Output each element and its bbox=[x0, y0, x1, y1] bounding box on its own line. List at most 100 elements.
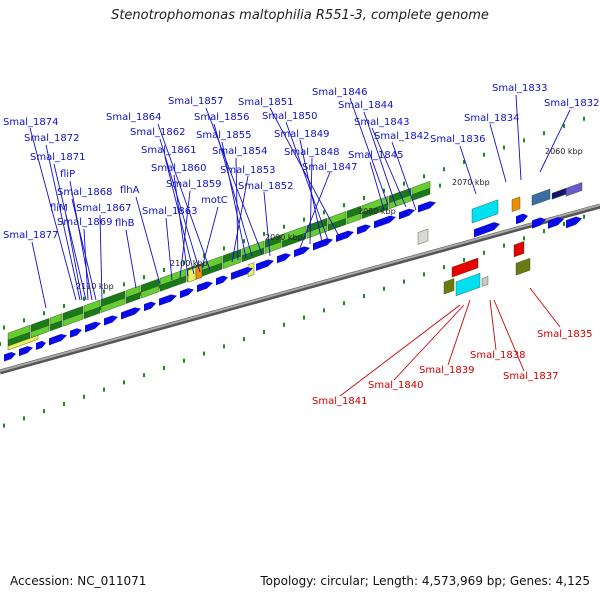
label-leader-lines bbox=[29, 94, 571, 397]
backbone-group bbox=[0, 203, 600, 375]
leader-line bbox=[45, 144, 81, 301]
leader-line bbox=[205, 107, 263, 255]
gene-label: Smal_1859 bbox=[166, 179, 221, 190]
leader-line bbox=[371, 127, 407, 208]
leader-line bbox=[369, 161, 385, 211]
orf-block-slate bbox=[565, 182, 583, 197]
orf-block-red bbox=[451, 257, 479, 278]
leader-line bbox=[65, 214, 83, 301]
scale-label-2080: 2080 kbp bbox=[358, 207, 396, 216]
orf-block-mid bbox=[346, 212, 362, 225]
leader-line bbox=[83, 228, 89, 301]
leader-line bbox=[529, 287, 561, 328]
cds-arrow bbox=[36, 340, 46, 351]
orf-block-mid bbox=[83, 306, 101, 320]
gene-label: flhA bbox=[120, 185, 140, 196]
gene-label: Smal_1855 bbox=[196, 130, 251, 141]
gene-label: Smal_1845 bbox=[348, 150, 403, 161]
cds-arrow bbox=[294, 246, 310, 258]
gene-label: Smal_1843 bbox=[354, 117, 409, 128]
gene-label: Smal_1862 bbox=[130, 127, 185, 138]
leader-line bbox=[447, 299, 471, 366]
orf-block-mid bbox=[62, 312, 84, 327]
orf-block-olive bbox=[515, 257, 531, 276]
orf-block-mid bbox=[49, 320, 63, 332]
orf-block-mid bbox=[125, 292, 141, 304]
gene-label: Smal_1864 bbox=[106, 112, 161, 123]
leader-line bbox=[489, 123, 507, 183]
orf-block-red bbox=[513, 241, 525, 258]
scale-label-2100: 2100 kbp bbox=[170, 259, 208, 268]
cds-arrow bbox=[548, 217, 564, 229]
leader-line bbox=[159, 138, 201, 273]
orf-block-orange bbox=[195, 264, 203, 280]
leader-line bbox=[235, 157, 239, 261]
gene-label: Smal_1871 bbox=[30, 152, 85, 163]
gene-label: Smal_1874 bbox=[3, 117, 58, 128]
cds-arrow bbox=[474, 222, 500, 238]
orf-block-steelblue bbox=[531, 188, 551, 206]
gene-label: Smal_1851 bbox=[238, 97, 293, 108]
leader-line bbox=[221, 141, 247, 259]
cds-arrow bbox=[104, 315, 118, 326]
cds-arrow bbox=[49, 334, 67, 346]
gene-label: Smal_1839 bbox=[419, 365, 474, 376]
cds-arrow bbox=[4, 351, 16, 362]
gene-label: fliP bbox=[60, 169, 75, 180]
gene-label: Smal_1852 bbox=[238, 181, 293, 192]
cds-arrow bbox=[70, 328, 82, 338]
feature-ticks bbox=[0, 116, 585, 428]
orf-block-mid bbox=[159, 275, 187, 292]
gene-label: Smal_1836 bbox=[430, 134, 485, 145]
cds-arrow bbox=[197, 281, 213, 293]
orf-block-mid bbox=[306, 224, 328, 239]
gene-label: Smal_1850 bbox=[262, 111, 317, 122]
cds-arrow bbox=[357, 224, 371, 235]
gene-label: Smal_1849 bbox=[274, 129, 329, 140]
leader-line bbox=[173, 174, 189, 277]
scale-labels: 2060 kbp 2070 kbp 2080 kbp 2090 kbp 2100… bbox=[76, 147, 583, 291]
orf-block-mid bbox=[30, 325, 50, 339]
gene-label: Smal_1834 bbox=[464, 113, 519, 124]
cds-arrow bbox=[216, 275, 228, 286]
orf-block-mid bbox=[222, 255, 242, 270]
leader-line bbox=[71, 198, 97, 301]
gene-label: Smal_1841 bbox=[312, 396, 367, 407]
gene-label: Smal_1844 bbox=[338, 100, 393, 111]
gene-label: flhB bbox=[115, 218, 135, 229]
orf-block-mid bbox=[140, 285, 160, 299]
orf-block-mid bbox=[241, 247, 265, 263]
leader-line bbox=[363, 111, 397, 207]
cds-arrow bbox=[121, 307, 141, 320]
orf-block-mid bbox=[281, 232, 307, 248]
cds-arrow bbox=[566, 216, 582, 229]
genome-summary-label: Topology: circular; Length: 4,573,969 bp… bbox=[260, 574, 590, 588]
gene-label: Smal_1854 bbox=[212, 146, 267, 157]
gene-label: Smal_1860 bbox=[151, 163, 206, 174]
scale-label-2090: 2090 kbp bbox=[265, 233, 303, 242]
leader-line bbox=[231, 175, 249, 263]
cds-arrow bbox=[418, 201, 436, 213]
cds-arrow bbox=[277, 253, 291, 264]
gene-label: Smal_1832 bbox=[544, 98, 599, 109]
cds-arrow bbox=[313, 238, 333, 251]
leader-line bbox=[493, 299, 525, 372]
leader-line bbox=[29, 127, 77, 301]
orf-block-cyan bbox=[455, 272, 481, 297]
leader-line bbox=[459, 145, 477, 195]
gene-label: Smal_1869 bbox=[57, 217, 112, 228]
leader-line bbox=[31, 241, 47, 309]
gene-label: Smal_1846 bbox=[312, 87, 367, 98]
cds-arrow bbox=[336, 230, 354, 243]
orf-block-mid bbox=[388, 194, 412, 210]
gene-label: Smal_1835 bbox=[537, 329, 592, 340]
orf-block-navy bbox=[551, 187, 567, 200]
accession-label: Accession: NC_011071 bbox=[10, 574, 147, 588]
gene-label: Smal_1857 bbox=[168, 96, 223, 107]
orf-block-mid bbox=[100, 297, 126, 313]
leader-line bbox=[489, 299, 497, 351]
cds-arrow bbox=[159, 294, 177, 306]
orf-block-grey bbox=[417, 228, 429, 245]
leader-line bbox=[53, 163, 87, 301]
